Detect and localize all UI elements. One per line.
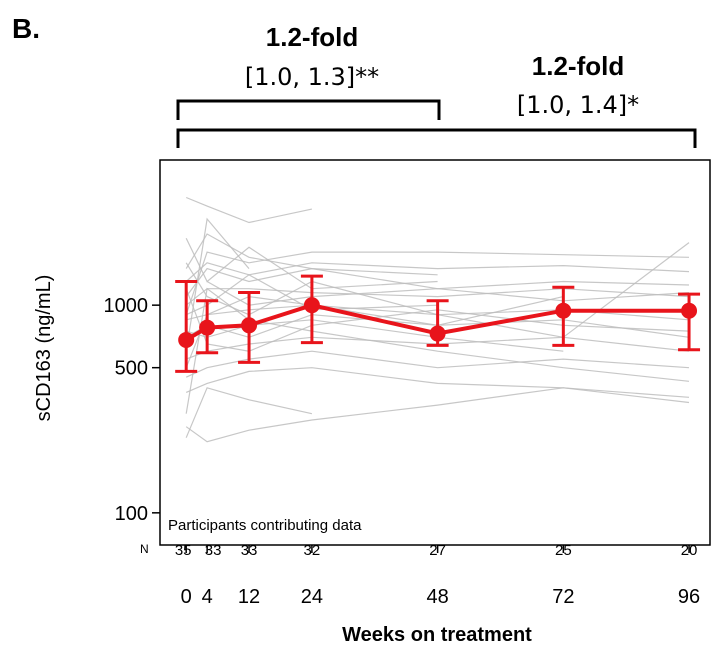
individual-line-13 — [185, 387, 690, 443]
plot-area — [159, 159, 711, 546]
fold-label-2: 1.2-fold — [532, 51, 624, 81]
x-tick-label-4: 4 — [202, 586, 213, 608]
bracket-2 — [176, 128, 697, 148]
panel-label: B. — [12, 13, 40, 44]
n-count-72: 25 — [555, 542, 572, 559]
x-tick-label-48: 48 — [426, 586, 448, 608]
n-count-4: 33 — [205, 542, 222, 559]
y-tick-label-1000: 1000 — [104, 295, 149, 317]
x-axis: 0 4 12 24 48 72 96 — [181, 545, 700, 608]
x-axis-label: Weeks on treatment — [342, 624, 532, 646]
n-counts: 35 33 33 32 27 25 20 — [175, 542, 698, 559]
mean-point-12 — [241, 317, 258, 334]
individual-line-15 — [185, 237, 438, 290]
individual-line-3 — [185, 251, 690, 315]
y-axis-label: sCD163 (ng/mL) — [33, 275, 55, 422]
individual-line-2 — [185, 233, 438, 276]
individual-line-4 — [185, 262, 690, 282]
mean-point-24 — [303, 297, 320, 314]
mean-point-48 — [429, 325, 446, 342]
mean-series — [175, 274, 701, 373]
x-tick-label-72: 72 — [552, 586, 574, 608]
ci-label-2: [1.0, 1.4]* — [517, 91, 639, 119]
mean-point-72 — [555, 302, 572, 319]
n-count-0: 35 — [175, 542, 192, 559]
individual-line-18 — [185, 387, 313, 438]
y-tick-label-100: 100 — [115, 503, 148, 525]
bracket-1 — [176, 99, 441, 120]
individual-line-22 — [206, 280, 690, 306]
y-tick-label-500: 500 — [115, 358, 148, 380]
n-label: N — [140, 542, 149, 556]
mean-point-4 — [199, 319, 216, 336]
x-tick-label-12: 12 — [238, 586, 260, 608]
individual-line-10 — [185, 350, 690, 378]
n-count-12: 33 — [241, 542, 258, 559]
n-count-48: 27 — [429, 542, 446, 559]
mean-point-0 — [178, 331, 195, 348]
fold-label-1: 1.2-fold — [266, 22, 358, 52]
individual-line-19 — [185, 274, 438, 316]
individual-line-20 — [185, 217, 250, 352]
individual-line-5 — [185, 267, 690, 297]
n-count-24: 32 — [304, 542, 321, 559]
mean-point-96 — [681, 302, 698, 319]
y-axis: 100 500 1000 — [104, 295, 160, 525]
x-tick-label-96: 96 — [678, 586, 700, 608]
n-count-96: 20 — [681, 542, 698, 559]
participants-label: Participants contributing data — [168, 517, 362, 534]
individual-line-21 — [186, 319, 564, 352]
ci-label-1: [1.0, 1.3]** — [245, 63, 379, 91]
x-tick-label-24: 24 — [301, 586, 323, 608]
x-tick-label-0: 0 — [181, 586, 192, 608]
individual-line-1 — [185, 196, 313, 224]
